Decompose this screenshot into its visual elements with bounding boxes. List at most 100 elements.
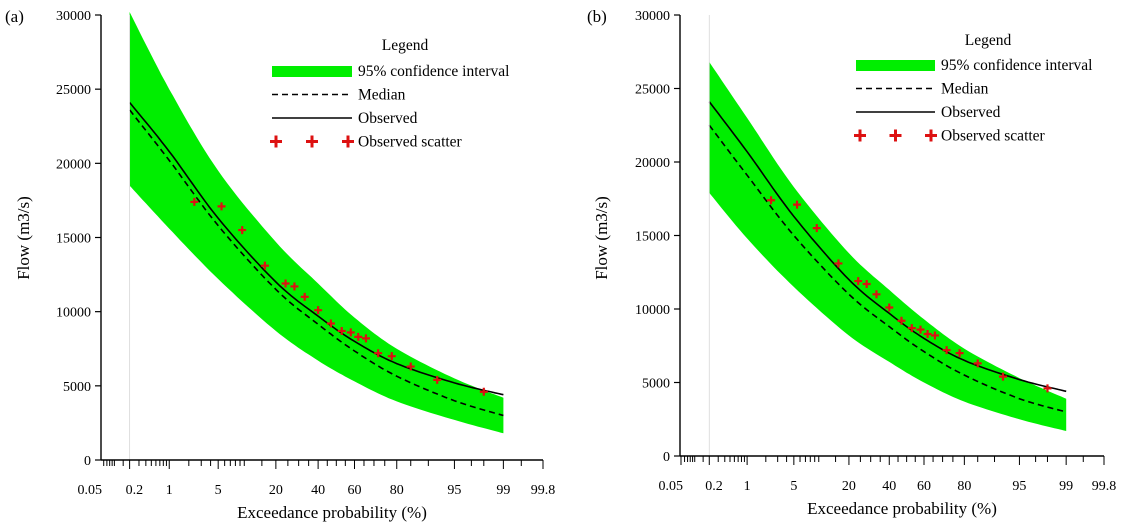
y-tick-label: 25000 [635, 83, 670, 98]
legend-entry-label: Observed [941, 104, 1001, 121]
observed-scatter-point [862, 280, 871, 289]
x-tick-label: 5 [790, 479, 797, 494]
observed-line [708, 101, 1067, 393]
y-tick-label: 15000 [56, 232, 91, 247]
observed-scatter-point [897, 316, 906, 325]
observed-scatter-point [479, 387, 488, 396]
x-tick-label: 60 [917, 479, 931, 494]
legend-swatch-band [272, 66, 352, 77]
x-tick-label: 0.05 [78, 483, 103, 498]
x-axis-title: Exceedance probability (%) [237, 503, 427, 522]
legend-swatch-scatter [306, 135, 318, 148]
observed-scatter-point [337, 326, 346, 335]
legend-entry-label: Median [941, 81, 989, 98]
observed-scatter-point [406, 362, 415, 371]
y-axis-title: Flow (m3/s) [592, 196, 611, 280]
y-tick-label: 25000 [56, 83, 91, 98]
x-axis-title: Exceedance probability (%) [807, 499, 997, 518]
y-tick-label: 15000 [635, 230, 670, 245]
y-tick-label: 20000 [56, 157, 91, 172]
y-tick-label: 10000 [56, 306, 91, 321]
observed-scatter-point [361, 334, 370, 343]
observed-scatter-point [923, 329, 932, 338]
observed-scatter-point [916, 325, 925, 334]
legend-entry-label: 95% confidence interval [941, 57, 1093, 74]
x-tick-label: 60 [348, 483, 362, 498]
panel-b: 0 5000 10000 15000 20000 25000 30000 0.05 0.2 1 5 2… [587, 7, 1116, 518]
y-tick-label: 10000 [635, 303, 670, 318]
observed-scatter-point [387, 352, 396, 361]
y-tick-label: 30000 [635, 9, 670, 24]
observed-scatter-point [834, 259, 843, 268]
observed-scatter-point [793, 200, 802, 209]
confidence-band [709, 62, 1067, 431]
observed-scatter-point [374, 349, 383, 358]
x-tick-label: 0.2 [705, 479, 723, 494]
y-tick-label: 0 [663, 450, 670, 465]
x-tick-label: 95 [1012, 479, 1026, 494]
y-tick-label: 30000 [56, 9, 91, 24]
observed-scatter-point [930, 331, 939, 340]
legend-swatch-scatter [270, 135, 282, 148]
x-tick-label: 99.8 [531, 483, 556, 498]
panel-label: (b) [587, 7, 607, 26]
median-line [128, 109, 504, 417]
x-tick-label: 80 [390, 483, 404, 498]
observed-scatter-point [812, 224, 821, 233]
observed-scatter-point [314, 306, 323, 315]
observed-scatter-point [354, 332, 363, 341]
legend-swatch-band [856, 60, 935, 71]
y-tick-label: 0 [84, 454, 91, 469]
y-axis-title: Flow (m3/s) [14, 196, 33, 280]
legend-entry-label: 95% confidence interval [358, 63, 510, 80]
x-tick-label: 99.8 [1092, 479, 1117, 494]
observed-scatter-point [217, 202, 226, 211]
observed-scatter-point [326, 319, 335, 328]
observed-scatter-point [290, 282, 299, 291]
observed-scatter-point [907, 324, 916, 333]
observed-scatter-point [998, 372, 1007, 381]
legend-title: Legend [965, 32, 1012, 49]
observed-scatter-point [300, 292, 309, 301]
y-tick-label: 5000 [63, 380, 91, 395]
legend-swatch-scatter [854, 129, 866, 142]
median-line [708, 124, 1067, 413]
x-tick-label: 80 [957, 479, 971, 494]
x-tick-label: 0.05 [659, 479, 684, 494]
legend-entry-label: Observed scatter [941, 128, 1046, 145]
legend-swatch-scatter [889, 129, 902, 142]
x-tick-label: 1 [744, 479, 751, 494]
x-tick-label: 99 [1059, 479, 1073, 494]
y-tick-label: 5000 [642, 377, 670, 392]
legend-title: Legend [382, 37, 429, 54]
legend-entry-label: Median [358, 87, 406, 104]
x-tick-label: 40 [882, 479, 896, 494]
observed-scatter-point [260, 261, 269, 270]
observed-scatter-point [281, 279, 290, 288]
x-tick-label: 5 [215, 483, 222, 498]
observed-line [128, 101, 504, 396]
x-tick-label: 20 [842, 479, 856, 494]
observed-scatter-point [767, 196, 776, 205]
panel-a: 0 5000 10000 15000 20000 25000 30000 0.05 0.2 1 5 2… [5, 7, 555, 522]
x-tick-label: 40 [311, 483, 325, 498]
x-tick-label: 20 [269, 483, 283, 498]
observed-scatter-point [872, 290, 881, 299]
observed-scatter-point [885, 303, 894, 312]
observed-scatter-point [973, 359, 982, 368]
y-tick-label: 20000 [635, 156, 670, 171]
observed-scatter-point [854, 277, 863, 286]
legend-swatch-scatter [925, 129, 937, 142]
confidence-band [129, 12, 504, 434]
observed-scatter-point [190, 197, 199, 206]
panel-label: (a) [5, 7, 24, 26]
observed-scatter-point [1043, 384, 1052, 393]
observed-scatter-point [346, 328, 355, 337]
observed-scatter-point [238, 226, 247, 235]
legend-swatch-scatter [342, 135, 354, 148]
legend-entry-label: Observed [358, 110, 418, 127]
x-tick-label: 95 [447, 483, 461, 498]
observed-scatter-point [942, 346, 951, 355]
x-tick-label: 0.2 [126, 483, 144, 498]
